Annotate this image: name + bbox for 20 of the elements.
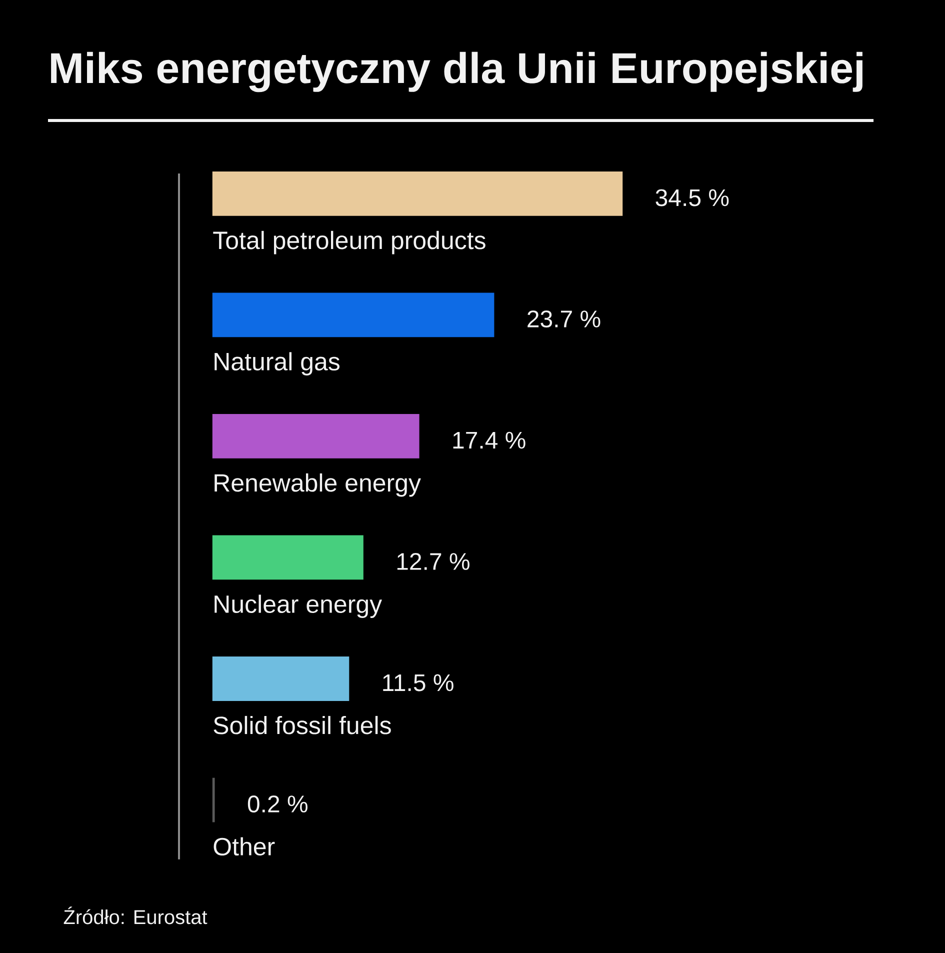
bar [212,172,623,216]
bar [212,414,420,458]
data-label: 11.5 % [383,674,454,692]
y-tick-label: Nuclear energy [214,594,382,618]
bar [212,292,494,338]
data-label: 34.5 % [656,189,729,206]
y-tick-label: Renewable energy [214,473,421,497]
y-tick-label: Natural gas [214,352,340,376]
bar [212,535,364,580]
bar [212,656,350,701]
y-tick-label: Solid fossil fuels [214,716,391,734]
y-tick-label: Other [214,837,275,856]
data-label: 17.4 % [453,432,526,449]
data-label: 23.7 % [528,310,600,328]
text: Źródło: Eurostat [64,906,208,924]
chart-title: Miks energetyczny dla Unii Europejskiej [51,52,862,92]
y-tick-label: Total petroleum products [213,230,486,254]
bar [212,778,215,822]
data-label: 0.2 % [248,796,308,813]
data-label: 12.7 % [397,553,470,570]
